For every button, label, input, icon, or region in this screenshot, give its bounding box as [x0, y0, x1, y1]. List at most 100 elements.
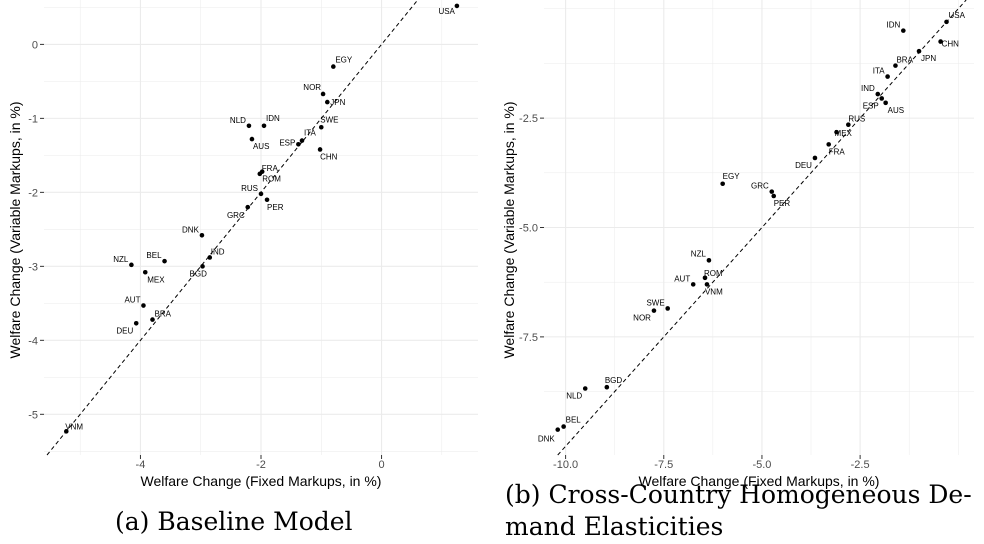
data-point-ita	[299, 138, 305, 143]
y-tick-label: -7.5	[519, 332, 538, 344]
y-tick-label: -5	[28, 409, 38, 421]
point-label-nzl: NZL	[691, 249, 707, 258]
point-label-deu: DEU	[116, 326, 133, 335]
point-label-rus: RUS	[848, 115, 865, 124]
point-label-vnm: VNM	[65, 422, 83, 431]
data-point-bra	[893, 63, 898, 68]
point-label-egy: EGY	[723, 172, 741, 181]
x-axis-title: Welfare Change (Fixed Markups, in %)	[141, 473, 382, 489]
point-label-usa: USA	[949, 11, 966, 20]
data-point-usa	[944, 19, 949, 25]
data-point-dnk	[555, 427, 561, 432]
point-label-chn: CHN	[942, 40, 960, 49]
data-point-bra	[150, 317, 155, 322]
data-point-aus	[249, 136, 255, 142]
caption-left: (a) Baseline Model	[115, 507, 353, 536]
point-label-bra: BRA	[896, 56, 913, 65]
y-axis-title: Welfare Change (Variable Markups, in %)	[7, 101, 23, 358]
caption-right-line1: (b) Cross-Country Homogeneous De-	[505, 480, 972, 509]
y-tick-label: -4	[28, 335, 38, 347]
y-tick-label: 0	[32, 39, 38, 51]
point-label-aus: AUS	[888, 106, 904, 115]
caption-right-line2: mand Elasticities	[505, 512, 723, 541]
data-point-rom	[702, 275, 708, 281]
x-tick-label: 0	[378, 459, 384, 471]
point-label-swe: SWE	[320, 115, 338, 124]
data-point-esp	[879, 96, 885, 101]
data-point-ita	[885, 74, 890, 79]
point-label-bel: BEL	[146, 251, 162, 260]
point-label-rom: ROM	[704, 269, 723, 278]
point-label-idn: IDN	[887, 21, 901, 30]
point-label-deu: DEU	[795, 161, 812, 170]
data-point-nzl	[706, 258, 712, 263]
point-label-bra: BRA	[155, 310, 172, 319]
point-label-bgd: BGD	[605, 376, 623, 385]
data-point-egy	[331, 64, 336, 69]
y-tick-label: -5.0	[519, 223, 538, 235]
x-tick-label: -5.0	[752, 459, 771, 471]
point-label-nor: NOR	[633, 314, 651, 323]
point-label-rus: RUS	[241, 184, 258, 193]
point-label-vnm: VNM	[705, 287, 723, 296]
point-label-fra: FRA	[262, 164, 279, 173]
point-label-esp: ESP	[863, 101, 879, 110]
point-label-ind: IND	[211, 247, 225, 256]
point-label-nld: NLD	[566, 392, 582, 401]
panel-a-scatter: -4 -2 0 -5 -4 -3 -2 -1 0 Welfare Change (Fixed Ma…	[7, 0, 478, 489]
data-point-bel	[561, 424, 566, 429]
data-point-rus	[846, 122, 851, 127]
point-label-nzl: NZL	[113, 255, 129, 264]
point-label-ind: IND	[861, 84, 875, 93]
point-label-chn: CHN	[320, 152, 338, 161]
point-label-per: PER	[267, 203, 284, 212]
data-point-jpn	[916, 48, 922, 54]
data-point-bel	[162, 258, 167, 264]
data-point-chn	[317, 147, 323, 152]
point-label-fra: FRA	[829, 147, 846, 156]
data-point-vnm	[704, 282, 710, 287]
point-label-grc: GRC	[751, 182, 769, 191]
point-label-rom: ROM	[262, 175, 281, 184]
x-tick-label: -2	[256, 459, 266, 471]
x-tick-label: -4	[136, 459, 146, 471]
data-point-bgd	[200, 264, 205, 269]
data-point-aut	[141, 303, 146, 308]
data-point-ind	[207, 255, 213, 260]
point-label-ita: ITA	[873, 67, 886, 76]
data-point-deu	[812, 155, 818, 161]
data-point-nld	[246, 123, 252, 129]
data-point-esp	[296, 141, 301, 147]
data-point-nld	[582, 386, 588, 391]
y-tick-label: -2	[28, 187, 38, 199]
point-label-bel: BEL	[566, 416, 582, 425]
data-point-nzl	[129, 262, 134, 268]
point-label-mex: MEX	[147, 275, 165, 284]
data-point-fra	[826, 142, 832, 147]
data-point-egy	[720, 181, 725, 187]
data-point-per	[264, 197, 270, 203]
data-point-swe	[318, 124, 324, 130]
data-point-rus	[258, 191, 264, 197]
data-point-aut	[690, 282, 696, 287]
point-label-usa: USA	[438, 7, 455, 16]
x-tick-label: -7.5	[654, 459, 673, 471]
x-tick-label: -10.0	[553, 459, 578, 471]
data-point-grc	[769, 189, 775, 194]
point-label-egy: EGY	[335, 56, 353, 65]
data-point-nor	[320, 91, 326, 97]
y-tick-label: -1	[28, 113, 38, 125]
point-label-jpn: JPN	[921, 54, 936, 63]
data-point-ind	[875, 91, 881, 97]
data-point-chn	[938, 39, 943, 44]
data-point-usa	[454, 3, 460, 9]
y-axis-title: Welfare Change (Variable Markups, in %)	[501, 101, 517, 358]
point-label-per: PER	[774, 199, 791, 208]
point-label-bgd: BGD	[190, 269, 208, 278]
data-point-bgd	[604, 384, 610, 390]
y-tick-label: -2.5	[519, 113, 538, 125]
x-tick-label: -2.5	[851, 459, 870, 471]
data-point-nor	[651, 308, 657, 313]
